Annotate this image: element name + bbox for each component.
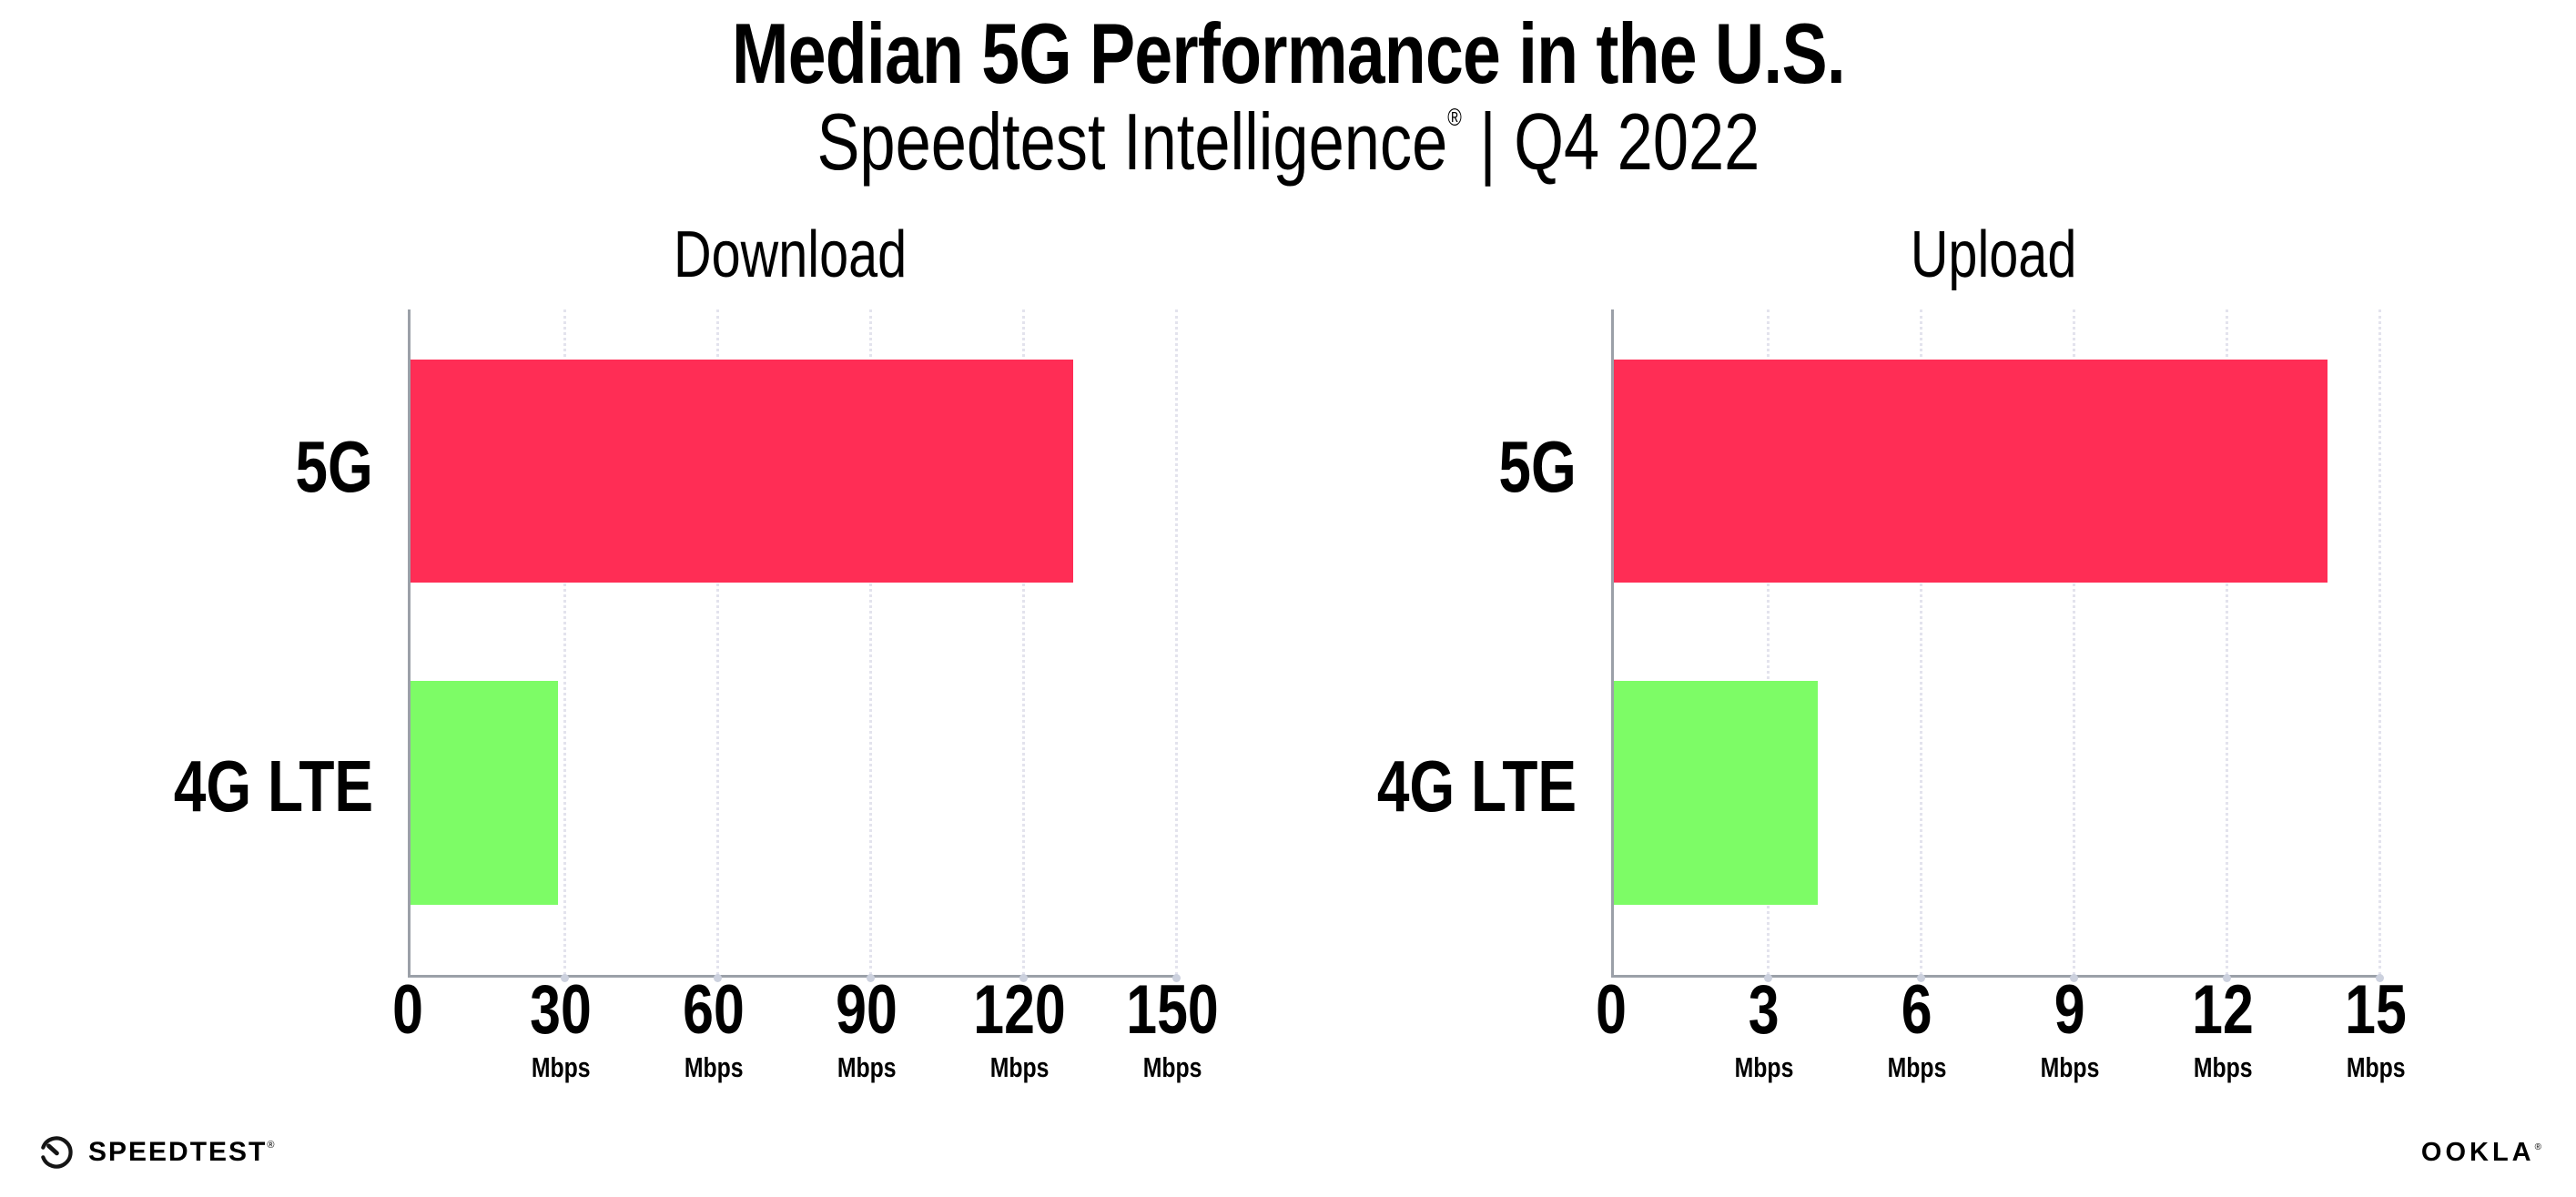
tick: 150 Mbps — [1115, 971, 1231, 1083]
upload-chart-heading: Upload — [1910, 218, 2077, 291]
download-chart-heading: Download — [673, 218, 908, 291]
page-title: Median 5G Performance in the U.S. — [0, 11, 2576, 96]
tick-number: 150 — [1126, 971, 1219, 1049]
gridline — [867, 309, 875, 982]
gridline — [1917, 309, 1925, 982]
tick-unit: Mbps — [989, 1051, 1050, 1083]
category-label-4g-lte: 4G LTE — [1376, 746, 1577, 827]
tick: 90 Mbps — [828, 971, 906, 1083]
bar-5g-upload — [1614, 360, 2328, 583]
tick: 6 Mbps — [1881, 971, 1954, 1083]
tick: 12 Mbps — [2185, 971, 2262, 1083]
download-plot-area — [408, 309, 1181, 982]
tick-unit: Mbps — [684, 1051, 744, 1083]
tick-number: 30 — [530, 971, 592, 1049]
tick: 15 Mbps — [2338, 971, 2415, 1083]
tick: 0 — [1592, 976, 1630, 1081]
gridline — [1172, 309, 1181, 982]
tick-number: 12 — [2192, 971, 2254, 1049]
gridline — [2223, 309, 2231, 982]
category-label-4g-lte: 4G LTE — [173, 746, 373, 827]
tick-number: 15 — [2345, 971, 2407, 1049]
gridline — [561, 309, 569, 982]
tick-number: 6 — [1902, 971, 1932, 1049]
tick-unit: Mbps — [1887, 1051, 1947, 1083]
tick-number: 120 — [973, 971, 1066, 1049]
registered-mark: ® — [2534, 1142, 2545, 1152]
page-title-text: Median 5G Performance in the U.S. — [731, 5, 1845, 101]
gridline — [714, 309, 722, 982]
tick-number: 3 — [1749, 971, 1780, 1049]
tick-unit: Mbps — [2193, 1051, 2253, 1083]
tick-unit: Mbps — [1142, 1051, 1202, 1083]
speedtest-gauge-icon — [36, 1132, 76, 1172]
speedtest-wordmark: SPEEDTEST® — [88, 1137, 277, 1167]
tick-unit: Mbps — [1734, 1051, 1794, 1083]
tick-unit: Mbps — [837, 1051, 897, 1083]
category-label-5g: 5G — [295, 426, 373, 507]
tick: 0 — [389, 976, 427, 1081]
bar-5g-download — [411, 360, 1073, 583]
tick-number: 0 — [1596, 971, 1627, 1049]
subtitle-period: | Q4 2022 — [1461, 96, 1760, 187]
tick: 60 Mbps — [675, 971, 753, 1083]
speedtest-logo: SPEEDTEST® — [36, 1132, 276, 1172]
bar-4g-lte-upload — [1614, 681, 1818, 905]
upload-chart: Upload 5G 4G LTE 0 3 Mbps 6 Mbps 9 Mbps 12 M… — [1203, 0, 2407, 1197]
tick-number: 0 — [392, 971, 423, 1049]
tick-number: 9 — [2054, 971, 2085, 1049]
download-x-axis-ticks: 0 30 Mbps 60 Mbps 90 Mbps 120 Mbps 150 Mbps — [392, 971, 1219, 1094]
tick: 9 Mbps — [2033, 971, 2107, 1083]
category-label-5g: 5G — [1498, 426, 1577, 507]
upload-x-axis-ticks: 0 3 Mbps 6 Mbps 9 Mbps 12 Mbps 15 Mbps — [1596, 971, 2407, 1094]
bar-4g-lte-download — [411, 681, 559, 905]
download-chart: Download 5G 4G LTE 0 30 Mbps 60 Mbps 90 Mbp… — [0, 0, 1219, 1197]
gridline — [2070, 309, 2078, 982]
tick: 3 Mbps — [1728, 971, 1801, 1083]
ookla-wordmark: OOKLA — [2420, 1138, 2535, 1167]
tick: 30 Mbps — [522, 971, 600, 1083]
registered-mark: ® — [267, 1140, 277, 1151]
tick-unit: Mbps — [531, 1051, 591, 1083]
registered-mark: ® — [1446, 104, 1462, 131]
gridline — [1019, 309, 1028, 982]
page-subtitle: Speedtest Intelligence® | Q4 2022 — [0, 102, 2576, 182]
tick-number: 60 — [683, 971, 745, 1049]
tick-unit: Mbps — [2040, 1051, 2100, 1083]
gridline — [2376, 309, 2384, 982]
tick: 120 Mbps — [962, 971, 1078, 1083]
tick-unit: Mbps — [2346, 1051, 2406, 1083]
tick-number: 90 — [836, 971, 898, 1049]
gridline — [1764, 309, 1772, 982]
subtitle-brand: Speedtest Intelligence — [816, 96, 1447, 187]
ookla-logo: OOKLA® — [2421, 1140, 2545, 1166]
upload-plot-area — [1611, 309, 2384, 982]
